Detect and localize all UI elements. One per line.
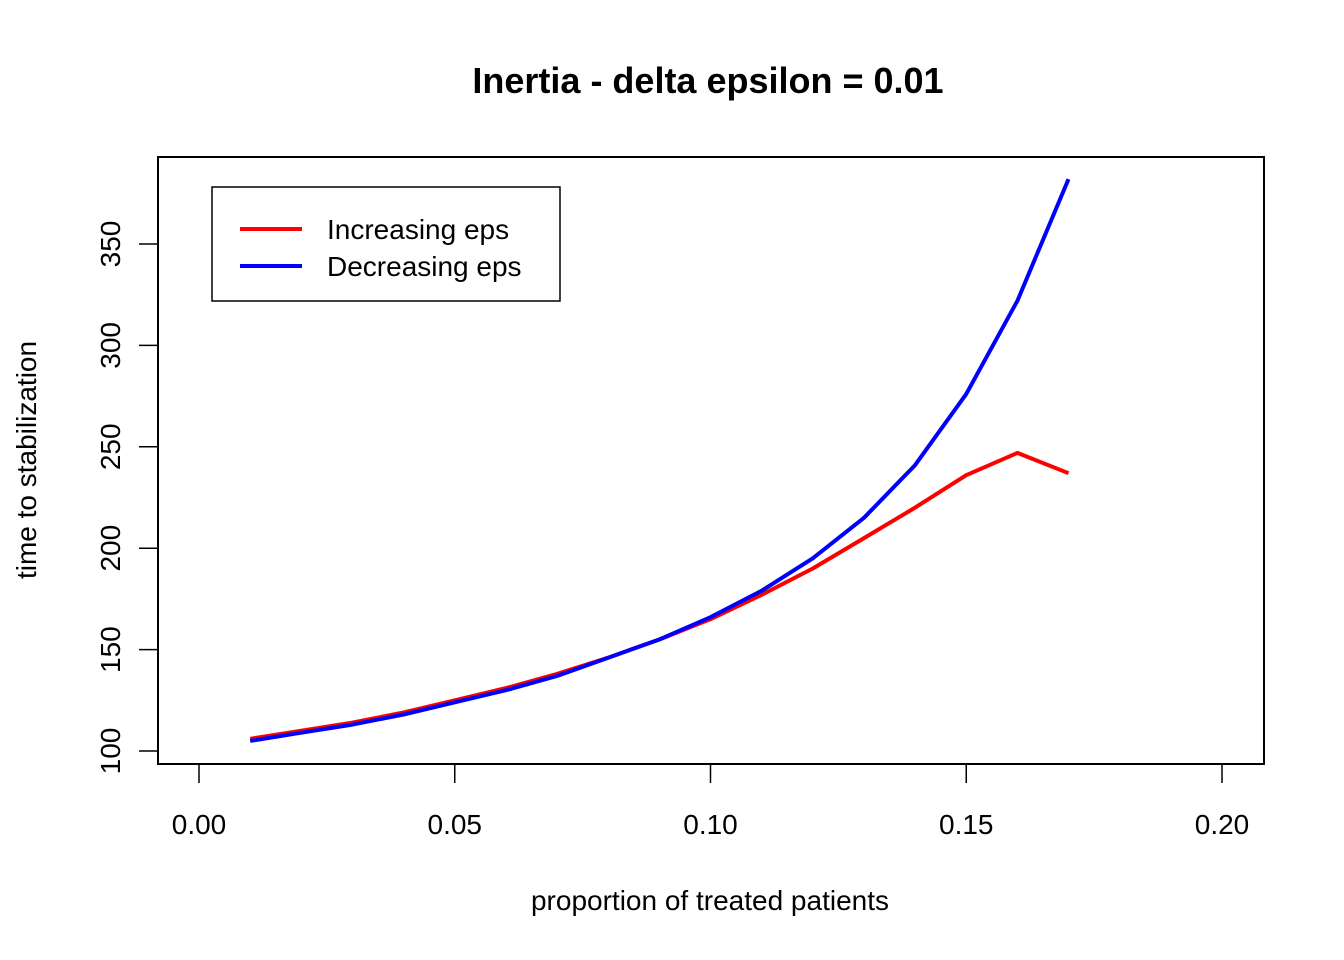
legend-box [211,186,561,302]
x-tick-label: 0.15 [939,809,994,840]
legend: Increasing eps Decreasing eps [211,186,561,302]
x-tick-label: 0.20 [1195,809,1250,840]
x-tick-label: 0.00 [172,809,227,840]
y-tick-label: 350 [95,221,126,268]
y-tick-label: 300 [95,322,126,369]
y-tick-label: 250 [95,423,126,470]
y-axis: 100 150 200 250 300 350 [95,221,159,775]
x-axis-label: proportion of treated patients [531,885,889,916]
series-layer [249,178,1071,743]
legend-label-increasing: Increasing eps [327,214,509,245]
chart-title: Inertia - delta epsilon = 0.01 [472,60,943,101]
y-tick-label: 200 [95,525,126,572]
y-tick-label: 100 [95,728,126,775]
y-axis-label: time to stabilization [11,341,42,579]
y-tick-label: 150 [95,626,126,673]
series-line-decreasing-eps [249,178,1071,743]
x-tick-label: 0.05 [428,809,483,840]
legend-label-decreasing: Decreasing eps [327,251,522,282]
x-axis: 0.00 0.05 0.10 0.15 0.20 [172,763,1250,840]
series-line-increasing-eps [249,450,1070,741]
x-tick-label: 0.10 [683,809,738,840]
